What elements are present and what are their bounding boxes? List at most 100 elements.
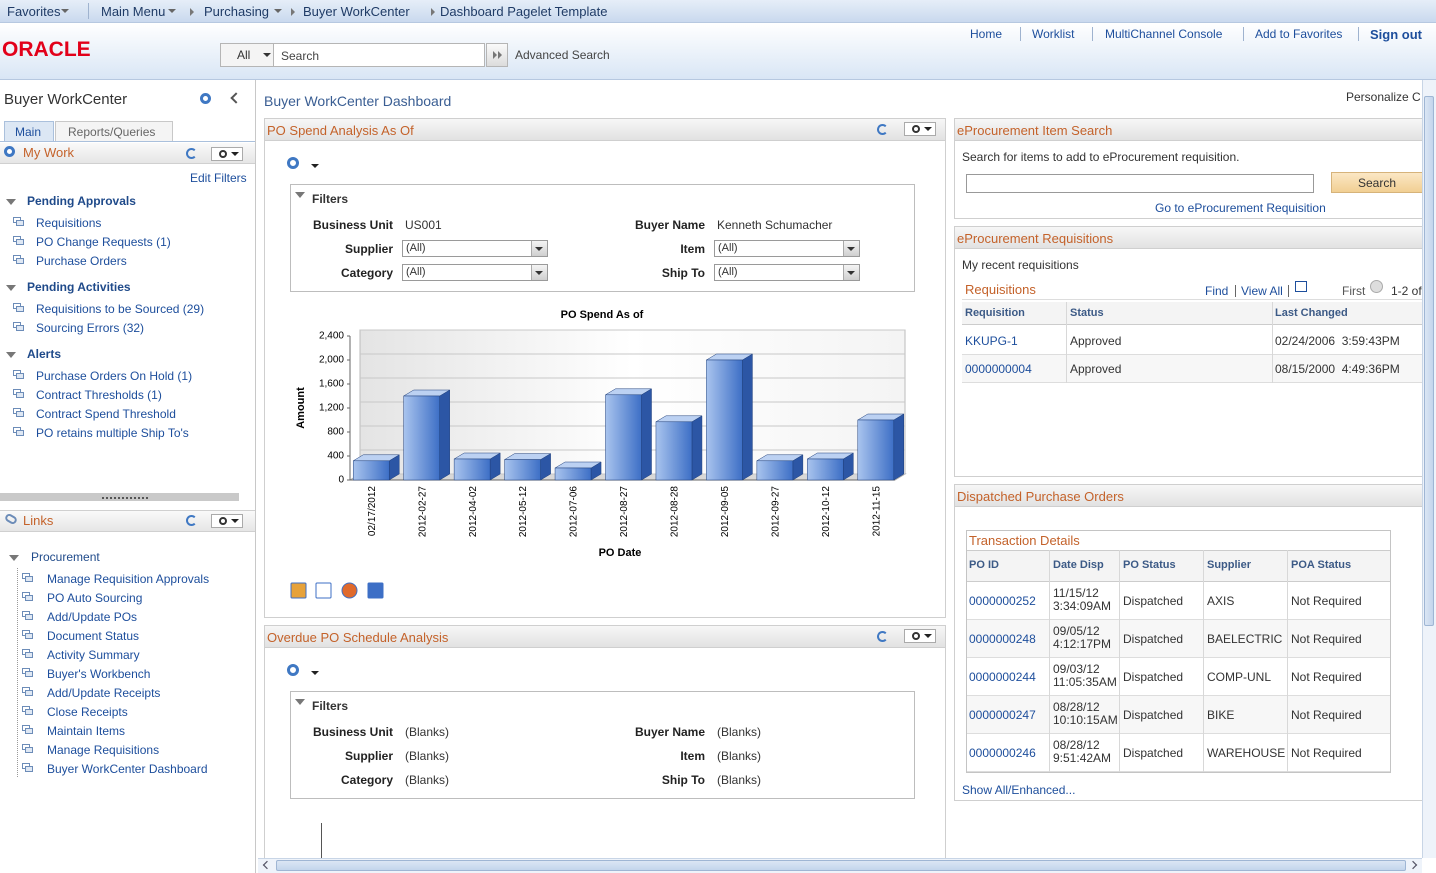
work-item[interactable]: Requisitions [36,216,102,230]
header-link[interactable]: MultiChannel Console [1105,27,1223,41]
prev-icon[interactable] [1370,280,1383,293]
refresh-icon[interactable] [877,631,888,642]
refresh-icon[interactable] [186,148,197,159]
breadcrumb[interactable]: Main Menu [101,4,166,19]
header-link[interactable]: Add to Favorites [1255,27,1343,41]
header-link[interactable]: Sign out [1370,27,1422,42]
group-title[interactable]: Procurement [31,550,100,564]
filter-value: (Blanks) [405,725,450,739]
breadcrumb[interactable]: Buyer WorkCenter [303,4,410,19]
grid-row [967,734,1390,772]
cell[interactable]: 0000000246 [969,746,1036,760]
x-tick-label: 2012-08-27 [619,486,630,538]
tab[interactable]: Main [4,121,54,142]
header-link[interactable]: Home [970,27,1003,41]
search-input[interactable]: Search [273,43,485,67]
link-item[interactable]: Manage Requisition Approvals [47,572,210,586]
link-item[interactable]: Buyer's Workbench [47,667,151,681]
filter-label: Business Unit [312,725,393,739]
cell[interactable]: 0000000252 [969,594,1036,608]
work-item[interactable]: Purchase Orders [36,254,127,268]
collapse-button[interactable] [230,92,242,104]
filter-select[interactable]: (All) [402,264,548,281]
y-tick-label: 2,400 [319,331,344,342]
scroll-thumb[interactable] [1424,96,1434,626]
zoom-icon[interactable] [1295,281,1307,292]
link-item[interactable]: Activity Summary [47,648,140,662]
scroll-thumb[interactable] [276,860,1406,871]
advanced-search[interactable]: Advanced Search [515,48,610,62]
column-header: Last Changed [1275,307,1348,319]
item-icon [16,430,24,436]
group-title[interactable]: Pending Activities [27,280,131,294]
breadcrumb[interactable]: Dashboard Pagelet Template [440,4,608,19]
search-button[interactable]: Search [1331,172,1423,193]
refresh-icon[interactable] [877,124,888,135]
work-item[interactable]: Contract Thresholds (1) [36,388,162,402]
header-link[interactable]: Worklist [1032,27,1075,41]
cell: Dispatched [1123,632,1184,646]
section-title: Links [23,513,54,528]
personalize[interactable]: Personalize C [1346,90,1421,104]
item-icon [25,633,33,639]
chart-type-icon[interactable] [367,582,384,599]
chart-type-icon[interactable] [290,582,307,599]
link-item[interactable]: PO Auto Sourcing [47,591,143,605]
filter-label: Item [680,749,705,763]
link-item[interactable]: Document Status [47,629,140,643]
view-all-link[interactable]: View All [1241,284,1283,298]
work-item[interactable]: Purchase Orders On Hold (1) [36,369,193,383]
link-item[interactable]: Add/Update Receipts [47,686,161,700]
work-item[interactable]: Contract Spend Threshold [36,407,176,421]
cell[interactable]: 0000000244 [969,670,1036,684]
filter-select[interactable]: (All) [714,264,860,281]
cell: Dispatched [1123,670,1184,684]
link-item[interactable]: Add/Update POs [47,610,138,624]
bar-side [691,415,703,481]
gear-icon [219,150,227,158]
x-tick-label: 2012-07-06 [569,486,580,538]
group-title[interactable]: Pending Approvals [27,194,136,208]
link-item[interactable]: Buyer WorkCenter Dashboard [47,762,208,776]
filter-label: Category [340,266,393,280]
link-item[interactable]: Maintain Items [47,724,126,738]
search-field[interactable] [966,174,1314,193]
show-all-link[interactable]: Show All/Enhanced... [962,783,1076,797]
chart-type-icon[interactable] [315,582,332,599]
breadcrumb[interactable]: Favorites [7,4,61,19]
refresh-icon[interactable] [186,515,197,526]
cell[interactable]: KKUPG-1 [965,334,1018,348]
y-tick-label: 2,000 [319,355,344,366]
group-title[interactable]: Alerts [27,347,62,361]
link-item[interactable]: Close Receipts [47,705,128,719]
gear-icon[interactable] [287,157,299,169]
gear-icon[interactable] [4,146,15,157]
x-tick-label: 02/17/2012 [367,486,378,536]
gear-icon[interactable] [287,664,299,676]
work-item[interactable]: PO retains multiple Ship To's [36,426,189,440]
search-button[interactable] [486,43,508,67]
link-item[interactable]: Manage Requisitions [47,743,160,757]
cell[interactable]: 0000000004 [965,362,1032,376]
cell[interactable]: 0000000247 [969,708,1036,722]
requisition-link[interactable]: Go to eProcurement Requisition [1155,201,1326,215]
filter-select[interactable]: (All) [714,240,860,257]
tab[interactable]: Reports/Queries [55,121,173,142]
gear-icon[interactable] [200,93,211,104]
bar-side [641,388,652,481]
separator [1235,285,1236,297]
column-header: PO ID [969,559,999,571]
chart-type-icon[interactable] [341,582,358,599]
find-link[interactable]: Find [1205,284,1229,298]
filter-select[interactable]: (All) [402,240,548,257]
cell[interactable]: 0000000248 [969,632,1036,646]
breadcrumb[interactable]: Purchasing [204,4,270,19]
work-item[interactable]: Sourcing Errors (32) [36,321,145,335]
work-item[interactable]: PO Change Requests (1) [36,235,171,249]
edit-filters[interactable]: Edit Filters [190,171,247,185]
first-link[interactable]: First [1342,284,1366,298]
work-item[interactable]: Requisitions to be Sourced (29) [36,302,205,316]
item-icon [25,709,33,715]
collapse-icon [6,199,16,205]
